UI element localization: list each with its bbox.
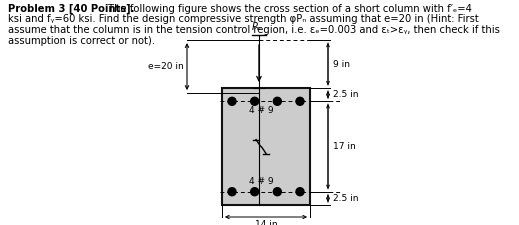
Circle shape bbox=[251, 97, 258, 105]
Text: The following figure shows the cross section of a short column with f′ₑ=4: The following figure shows the cross sec… bbox=[105, 4, 472, 14]
Text: 9 in: 9 in bbox=[333, 60, 350, 69]
Circle shape bbox=[296, 97, 304, 105]
Text: 14 in: 14 in bbox=[255, 220, 277, 225]
Text: Problem 3 [40 Points].: Problem 3 [40 Points]. bbox=[8, 4, 134, 14]
Text: e=20 in: e=20 in bbox=[148, 62, 184, 71]
Bar bbox=[222, 88, 310, 205]
Text: 4 # 9: 4 # 9 bbox=[249, 106, 274, 115]
Text: ksi and fᵧ=60 ksi. Find the design compressive strength φPₙ assuming that e=20 i: ksi and fᵧ=60 ksi. Find the design compr… bbox=[8, 14, 479, 25]
Circle shape bbox=[228, 188, 236, 196]
Text: 17 in: 17 in bbox=[333, 142, 356, 151]
Text: Pₙ: Pₙ bbox=[252, 22, 262, 32]
Circle shape bbox=[228, 97, 236, 105]
Text: 2.5 in: 2.5 in bbox=[333, 194, 359, 203]
Circle shape bbox=[274, 188, 281, 196]
Text: assumption is correct or not).: assumption is correct or not). bbox=[8, 36, 155, 45]
Text: 4 # 9: 4 # 9 bbox=[249, 177, 274, 186]
Text: 2.5 in: 2.5 in bbox=[333, 90, 359, 99]
Circle shape bbox=[296, 188, 304, 196]
Text: assume that the column is in the tension control region, i.e. εₑ=0.003 and εₜ>εᵧ: assume that the column is in the tension… bbox=[8, 25, 500, 35]
Circle shape bbox=[274, 97, 281, 105]
Circle shape bbox=[251, 188, 258, 196]
